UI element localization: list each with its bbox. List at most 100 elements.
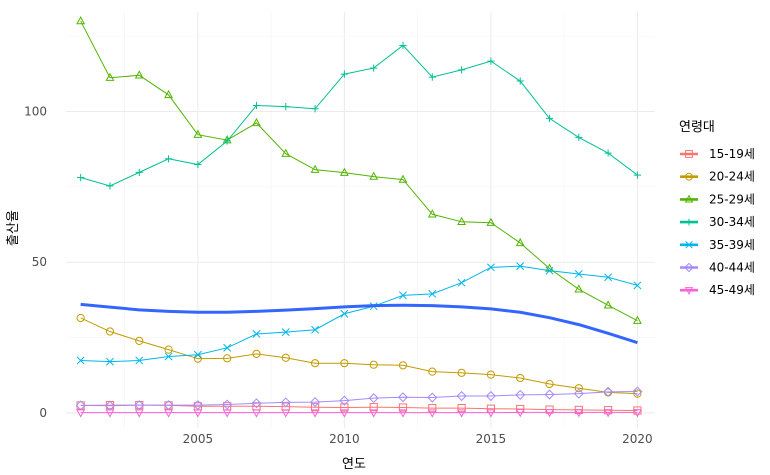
data-point (76, 409, 86, 418)
series-line (80, 44, 638, 187)
data-point (281, 409, 291, 418)
data-point (339, 167, 349, 176)
legend-key-marker (685, 218, 693, 226)
data-point (515, 389, 526, 400)
data-point (223, 343, 232, 352)
data-point (573, 388, 584, 399)
legend-label: 40-44세 (709, 261, 755, 275)
data-point (544, 389, 555, 400)
data-point (603, 386, 614, 397)
data-point (252, 117, 261, 127)
data-point (281, 328, 290, 337)
legend-label: 25-29세 (709, 192, 755, 206)
data-point (163, 400, 174, 411)
legend-key-marker (685, 241, 693, 249)
data-point (487, 57, 495, 65)
data-point (339, 409, 349, 418)
data-point (398, 174, 408, 183)
data-point (76, 356, 85, 365)
data-point (340, 359, 349, 368)
data-point (311, 325, 320, 334)
data-point (76, 313, 85, 323)
series-line (80, 391, 638, 407)
legend-label: 20-24세 (709, 170, 755, 184)
data-point (603, 409, 613, 418)
data-point (368, 393, 379, 404)
data-point (194, 160, 202, 169)
data-point (457, 216, 467, 226)
data-point (222, 409, 232, 418)
x-axis-title: 연도 (342, 457, 366, 472)
data-point (339, 395, 350, 406)
series-line (80, 20, 638, 322)
data-point (281, 353, 290, 362)
data-point (633, 171, 642, 179)
data-point (311, 105, 319, 113)
legend-item: 20-24세 (680, 170, 755, 184)
data-point (515, 409, 525, 418)
legend-key-marker (684, 194, 694, 203)
series-line (80, 404, 638, 412)
data-point (574, 270, 583, 278)
data-point (457, 409, 467, 418)
data-point (135, 168, 143, 176)
data-point (106, 182, 114, 190)
data-point (427, 392, 438, 403)
grid-lines (66, 12, 655, 428)
x-tick-label: 2015 (476, 432, 507, 446)
data-point (223, 354, 232, 363)
data-point (545, 114, 554, 123)
data-point (545, 409, 554, 418)
data-point (632, 315, 642, 324)
data-point (310, 397, 321, 408)
data-point (399, 41, 407, 50)
data-point (369, 409, 379, 418)
legend-label: 35-39세 (709, 238, 755, 252)
data-point (486, 217, 496, 226)
legend-label: 45-49세 (709, 283, 755, 297)
data-point (77, 173, 85, 182)
data-point (428, 73, 436, 81)
data-point (574, 409, 584, 418)
data-point (310, 164, 320, 173)
data-point (457, 404, 466, 413)
legend-item: 30-34세 (680, 215, 755, 229)
data-point (398, 409, 408, 418)
y-tick-label: 50 (32, 255, 47, 269)
data-point (632, 409, 642, 418)
data-point (456, 391, 467, 402)
data-point (575, 133, 583, 142)
series-line (80, 265, 638, 363)
data-point (604, 273, 613, 282)
legend-item: 25-29세 (680, 192, 755, 206)
legend: 연령대 15-19세 20-24세 25-29세 30-34세 35-39세 40-44세… (679, 120, 755, 297)
data-point (516, 77, 524, 85)
data-point (251, 398, 262, 409)
data-point (252, 101, 261, 110)
data-point (398, 403, 408, 412)
data-point (164, 409, 174, 418)
data-point (574, 284, 584, 293)
data-point (106, 357, 114, 366)
smooth-trend (80, 302, 638, 345)
data-point (457, 278, 466, 287)
data-point (280, 397, 291, 408)
data-point (603, 300, 613, 309)
legend-key-marker (684, 262, 694, 273)
data-point (134, 400, 145, 411)
data-point (164, 345, 173, 354)
legend-label: 15-19세 (709, 147, 755, 161)
data-point (105, 409, 115, 418)
data-point (457, 368, 466, 377)
data-point (428, 404, 437, 413)
data-point (310, 409, 320, 418)
data-point (632, 386, 643, 397)
data-point (399, 291, 407, 300)
data-point (398, 361, 408, 370)
legend-key-marker (684, 287, 694, 295)
data-point (340, 309, 349, 318)
legend-item: 45-49세 (680, 283, 755, 297)
data-point (340, 70, 348, 78)
data-point (135, 336, 144, 345)
